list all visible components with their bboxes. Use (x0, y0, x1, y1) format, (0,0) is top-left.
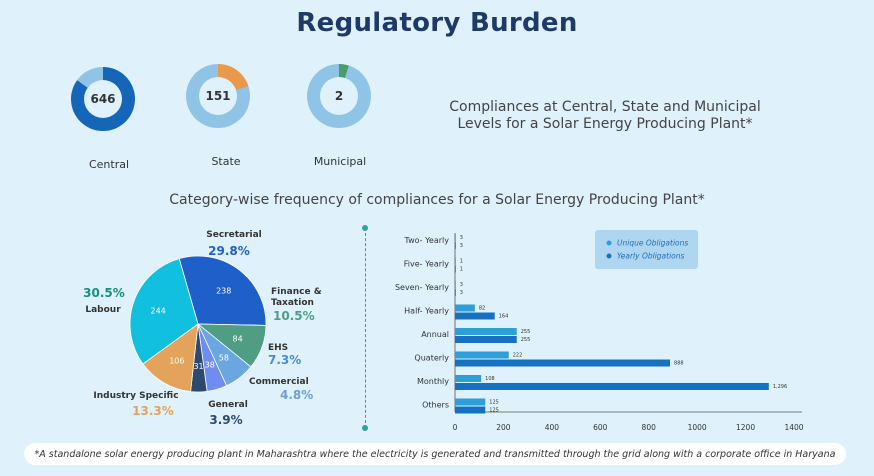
bar-value-label: 3 (460, 282, 463, 288)
central-count: 646 (84, 80, 122, 118)
footnote: *A standalone solar energy producing pla… (24, 443, 846, 465)
pie-value-general: 31 (193, 362, 203, 371)
bar-unique (455, 398, 486, 406)
bar-value-label: 255 (521, 337, 531, 343)
bar-value-label: 108 (485, 376, 495, 382)
frequency-bar-chart: 0 200 400 600 800 1000 1200 1400 Two- Yearly 3 3 Fi… (395, 230, 804, 432)
pie-label-commercial: Commercial (249, 377, 309, 387)
bar-yearly (455, 406, 486, 414)
page-title: Regulatory Burden (296, 8, 578, 38)
legend-marker (606, 253, 612, 259)
pie-percent-secretarial: 29.8% (208, 244, 250, 258)
bar-unique (455, 351, 509, 359)
bar-yearly (455, 359, 671, 367)
municipal-label: Municipal (313, 155, 367, 168)
bar-value-label: 82 (479, 306, 485, 312)
x-tick-label: 1200 (736, 423, 755, 432)
pie-percent-commercial: 4.8% (280, 388, 313, 402)
pie-value-commercial: 38 (205, 360, 215, 369)
pie-slice-industry-specific (142, 323, 199, 393)
bar-yearly (455, 265, 456, 273)
legend-label: Yearly Obligations (617, 252, 685, 261)
pie-percent-ehs: 7.3% (268, 353, 301, 367)
pie-slice-secretarial (178, 255, 267, 326)
x-tick-label: 800 (642, 423, 657, 432)
bar-value-label: 255 (521, 329, 531, 335)
pie-percent-labour: 30.5% (83, 286, 125, 300)
pie-percent-finance-taxation: 10.5% (273, 309, 315, 323)
bar-yearly (455, 336, 517, 343)
category-label: Others (422, 401, 449, 410)
section-divider (365, 228, 366, 428)
pie-label-secretarial: Secretarial (206, 230, 262, 240)
bar-unique (455, 328, 517, 335)
pie-label-ehs: EHS (268, 343, 288, 353)
x-tick-label: 1000 (688, 423, 707, 432)
bar-value-label: 3 (460, 290, 463, 296)
state-count: 151 (199, 77, 237, 115)
bar-legend (595, 230, 698, 269)
pie-label-general: General (208, 400, 248, 410)
divider-dot-top (362, 225, 368, 231)
x-tick-label: 400 (545, 423, 560, 432)
bar-yearly (455, 289, 456, 296)
municipal-donut: 2 (307, 64, 371, 128)
bar-unique (455, 234, 456, 241)
bar-yearly (455, 242, 456, 249)
pie-percent-general: 3.9% (209, 413, 242, 427)
category-label: Two- Yearly (404, 236, 450, 245)
x-tick-label: 1400 (784, 423, 803, 432)
central-donut: 646 (71, 67, 135, 131)
bar-value-label: 3 (460, 243, 463, 249)
bar-value-label: 1,296 (773, 384, 787, 390)
headline: Compliances at Central, State and Munici… (449, 99, 761, 132)
municipal-count: 2 (320, 77, 358, 115)
x-tick-label: 0 (453, 423, 458, 432)
bar-value-label: 888 (674, 361, 684, 367)
category-label: Seven- Yearly (395, 283, 449, 292)
category-label: Annual (421, 330, 449, 339)
category-label: Quaterly (414, 354, 449, 363)
bar-value-label: 222 (513, 353, 523, 359)
pie-percent-industry-specific: 13.3% (132, 404, 174, 418)
bar-yearly (455, 383, 769, 390)
central-label: Central (88, 158, 130, 171)
section-subtitle: Category-wise frequency of compliances f… (169, 192, 705, 208)
pie-label-industry-specific: Industry Specific (93, 391, 178, 401)
pie-value-secretarial: 238 (216, 287, 231, 296)
bar-value-label: 1 (460, 259, 463, 265)
pie-label-finance-taxation: Finance & Taxation (271, 287, 322, 308)
pie-value-industry-specific: 106 (169, 356, 184, 365)
category-label: Half- Yearly (404, 307, 449, 316)
category-label: Monthly (417, 377, 449, 386)
bar-value-label: 164 (499, 314, 509, 320)
bar-yearly (455, 312, 495, 320)
bar-unique (455, 281, 456, 288)
pie-value-ehs: 58 (219, 353, 229, 362)
x-tick-label: 200 (496, 423, 511, 432)
divider-dot-bottom (362, 425, 368, 431)
pie-value-finance-taxation: 84 (232, 334, 242, 343)
bar-value-label: 1 (460, 267, 463, 273)
bar-unique (455, 257, 456, 265)
legend-marker (606, 240, 612, 246)
bar-unique (455, 375, 482, 382)
pie-value-labour: 244 (150, 306, 165, 315)
legend-label: Unique Obligations (617, 239, 688, 248)
category-label: Five- Yearly (404, 260, 449, 269)
x-tick-label: 600 (593, 423, 608, 432)
bar-value-label: 125 (489, 408, 499, 414)
state-label: State (211, 155, 241, 168)
pie-label-labour: Labour (85, 305, 121, 315)
bar-value-label: 125 (489, 400, 499, 406)
state-donut: 151 (186, 64, 250, 128)
bar-value-label: 3 (460, 235, 463, 241)
bar-unique (455, 304, 475, 312)
pie-slice-labour (129, 258, 199, 365)
